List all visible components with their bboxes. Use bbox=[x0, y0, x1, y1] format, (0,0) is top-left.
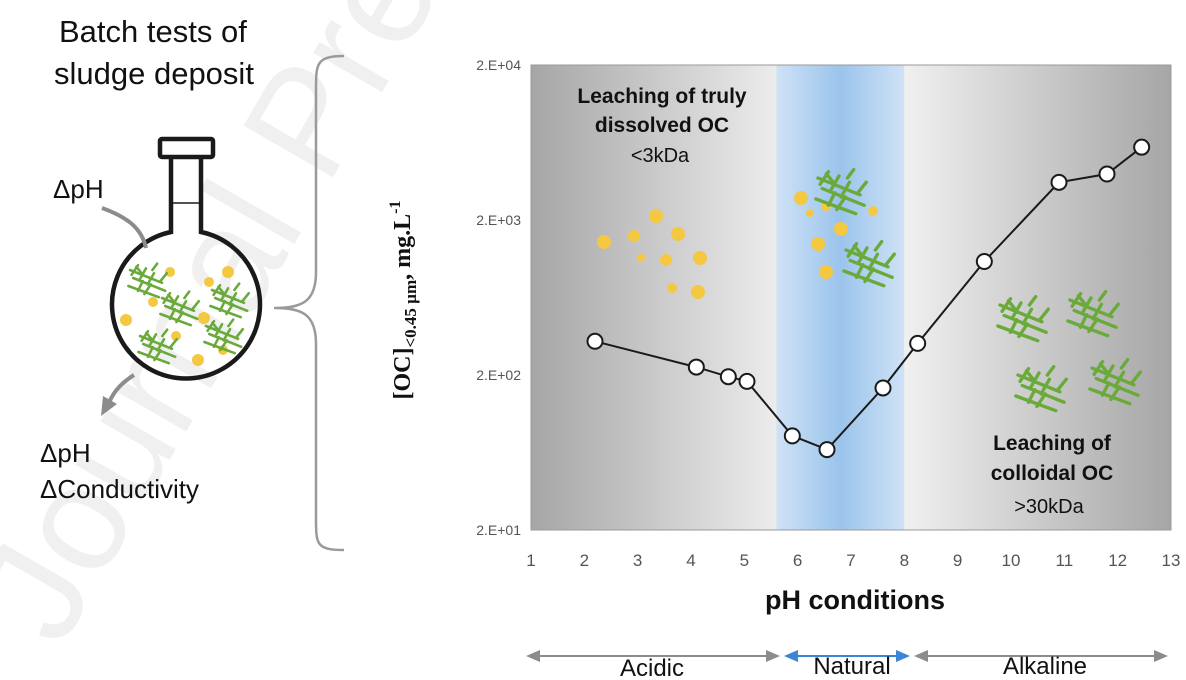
particle bbox=[691, 285, 705, 299]
data-point bbox=[738, 372, 756, 390]
data-point bbox=[783, 427, 801, 445]
acid-annotation-line1: Leaching of truly bbox=[577, 85, 747, 108]
data-point bbox=[1133, 138, 1151, 156]
output-ph-label: ΔpH bbox=[40, 438, 91, 468]
left-panel: Batch tests of sludge deposit bbox=[40, 14, 345, 552]
plot-frame bbox=[530, 64, 1172, 531]
output-arrow bbox=[101, 373, 136, 416]
particle bbox=[834, 222, 848, 236]
y-axis-label: [OC]<0.45 µm, mg.L-1 bbox=[387, 201, 420, 400]
data-point bbox=[687, 358, 705, 376]
chart-illustrations bbox=[597, 167, 1142, 413]
data-point bbox=[909, 334, 927, 352]
range-acidic-label: Acidic bbox=[620, 655, 684, 680]
panel-title-line2: sludge deposit bbox=[54, 56, 254, 91]
band-natural bbox=[776, 65, 905, 530]
alk-annotation-line2: colloidal OC bbox=[991, 462, 1114, 485]
data-point bbox=[818, 441, 836, 459]
y-axis-ticks: 2.E+01 2.E+02 2.E+03 2.E+04 bbox=[476, 57, 521, 538]
range-natural-label: Natural bbox=[813, 653, 890, 680]
oc-vs-ph-chart: 2.E+012.E+022.E+032.E+04 1 2 3 4 5 6 7 8 9 10 11 12… bbox=[387, 57, 1180, 680]
ph-range-arrows bbox=[526, 650, 1168, 662]
alk-size-label: >30kDa bbox=[1014, 496, 1084, 518]
acid-annotation-line2: dissolved OC bbox=[595, 114, 729, 137]
input-arrow bbox=[101, 206, 148, 249]
range-alkaline-label: Alkaline bbox=[1003, 653, 1087, 680]
x-tick-label: 7 bbox=[846, 551, 855, 570]
data-point bbox=[975, 252, 993, 270]
x-tick-label: 9 bbox=[953, 551, 962, 570]
x-axis-label: pH conditions bbox=[765, 585, 945, 615]
x-tick-label: 8 bbox=[900, 551, 909, 570]
particle bbox=[649, 209, 663, 223]
particle bbox=[671, 227, 685, 241]
x-tick-label: 2 bbox=[580, 551, 589, 570]
data-point bbox=[586, 332, 604, 350]
y-tick-label: 2.E+01 bbox=[476, 522, 521, 538]
series-markers bbox=[586, 138, 1151, 459]
x-tick-label: 10 bbox=[1002, 551, 1021, 570]
x-tick-label: 4 bbox=[686, 551, 695, 570]
particle bbox=[806, 209, 814, 217]
data-point bbox=[874, 379, 892, 397]
particle bbox=[693, 251, 707, 265]
x-axis-ticks: 1 2 3 4 5 6 7 8 9 10 11 12 13 bbox=[526, 551, 1180, 570]
particle bbox=[811, 237, 825, 251]
x-tick-label: 5 bbox=[740, 551, 749, 570]
y-tick-label: 2.E+03 bbox=[476, 212, 521, 228]
x-tick-label: 13 bbox=[1162, 551, 1181, 570]
acid-size-label: <3kDa bbox=[631, 145, 690, 167]
data-point bbox=[719, 368, 737, 386]
x-tick-label: 12 bbox=[1108, 551, 1127, 570]
x-tick-label: 6 bbox=[793, 551, 802, 570]
flask-icon bbox=[109, 136, 263, 381]
ph-bands bbox=[531, 65, 1171, 530]
particle bbox=[660, 254, 672, 266]
x-tick-label: 3 bbox=[633, 551, 642, 570]
alk-annotation-line1: Leaching of bbox=[993, 432, 1112, 455]
particle bbox=[628, 230, 640, 242]
particle bbox=[597, 235, 611, 249]
particle bbox=[637, 254, 645, 262]
curly-brace bbox=[273, 54, 345, 552]
y-tick-label: 2.E+02 bbox=[476, 367, 521, 383]
particle bbox=[868, 206, 878, 216]
input-ph-label: ΔpH bbox=[53, 174, 104, 204]
particle bbox=[667, 283, 677, 293]
output-conductivity-label: ΔConductivity bbox=[40, 474, 199, 504]
band-alkaline bbox=[904, 65, 1171, 530]
x-tick-label: 11 bbox=[1056, 551, 1074, 570]
band-acidic bbox=[531, 65, 777, 530]
particle bbox=[794, 191, 808, 205]
x-tick-label: 1 bbox=[526, 551, 535, 570]
particle bbox=[819, 265, 833, 279]
data-point bbox=[1098, 165, 1116, 183]
data-point bbox=[1050, 173, 1068, 191]
panel-title-line1: Batch tests of bbox=[59, 14, 247, 49]
y-tick-label: 2.E+04 bbox=[476, 57, 521, 73]
